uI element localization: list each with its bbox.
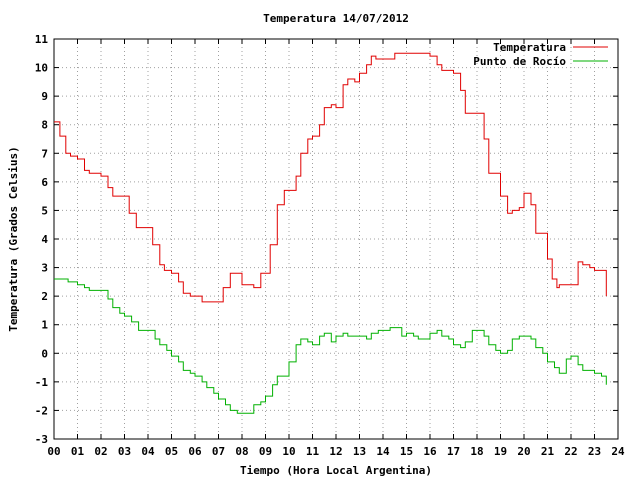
y-tick-label: -1 bbox=[35, 376, 49, 389]
x-tick-label: 10 bbox=[282, 445, 295, 458]
y-axis: -3 -2 -1 0 1 2 3 4 5 6 7 8 9 10 11 bbox=[35, 33, 618, 446]
y-tick-label: -2 bbox=[35, 404, 48, 417]
y-tick-label: 0 bbox=[41, 347, 48, 360]
x-axis-label: Tiempo (Hora Local Argentina) bbox=[240, 464, 432, 477]
x-tick-label: 02 bbox=[94, 445, 107, 458]
y-tick-label: 5 bbox=[41, 204, 48, 217]
x-tick-label: 16 bbox=[423, 445, 437, 458]
y-tick-label: -3 bbox=[35, 433, 48, 446]
y-tick-label: 6 bbox=[41, 176, 48, 189]
x-tick-label: 22 bbox=[564, 445, 577, 458]
x-tick-label: 00 bbox=[47, 445, 60, 458]
x-tick-label: 06 bbox=[188, 445, 202, 458]
x-tick-label: 11 bbox=[306, 445, 320, 458]
x-tick-label: 19 bbox=[494, 445, 507, 458]
grid-lines bbox=[54, 39, 618, 439]
x-tick-label: 20 bbox=[517, 445, 530, 458]
x-tick-label: 14 bbox=[376, 445, 390, 458]
x-tick-label: 21 bbox=[541, 445, 555, 458]
x-axis: 00 01 02 03 04 05 06 07 08 09 10 11 12 13 14 15 16 17 18 19… bbox=[47, 39, 625, 458]
x-tick-label: 18 bbox=[470, 445, 483, 458]
x-tick-label: 15 bbox=[400, 445, 413, 458]
x-tick-label: 07 bbox=[212, 445, 225, 458]
legend-label-2: Punto de Rocío bbox=[473, 55, 566, 68]
series-lines bbox=[54, 52, 607, 414]
series-line-1 bbox=[54, 52, 607, 303]
y-tick-label: 8 bbox=[41, 119, 48, 132]
y-tick-label: 1 bbox=[41, 319, 48, 332]
chart-title: Temperatura 14/07/2012 bbox=[263, 12, 409, 25]
x-tick-label: 24 bbox=[611, 445, 625, 458]
y-tick-label: 9 bbox=[41, 90, 48, 103]
legend-label-1: Temperatura bbox=[493, 41, 566, 54]
y-tick-label: 2 bbox=[41, 290, 48, 303]
x-tick-label: 01 bbox=[71, 445, 85, 458]
series-line-2 bbox=[54, 278, 607, 414]
x-tick-label: 23 bbox=[588, 445, 601, 458]
x-tick-label: 12 bbox=[329, 445, 342, 458]
x-tick-label: 17 bbox=[447, 445, 460, 458]
y-tick-label: 11 bbox=[35, 33, 49, 46]
x-tick-label: 13 bbox=[353, 445, 366, 458]
y-tick-label: 7 bbox=[41, 147, 48, 160]
y-tick-label: 4 bbox=[41, 233, 48, 246]
y-axis-label: Temperatura (Grados Celsius) bbox=[7, 146, 20, 331]
y-tick-label: 3 bbox=[41, 262, 48, 275]
x-tick-label: 05 bbox=[165, 445, 178, 458]
x-tick-label: 04 bbox=[141, 445, 155, 458]
y-tick-label: 10 bbox=[35, 62, 48, 75]
x-tick-label: 03 bbox=[118, 445, 131, 458]
x-tick-label: 08 bbox=[235, 445, 248, 458]
x-tick-label: 09 bbox=[259, 445, 272, 458]
